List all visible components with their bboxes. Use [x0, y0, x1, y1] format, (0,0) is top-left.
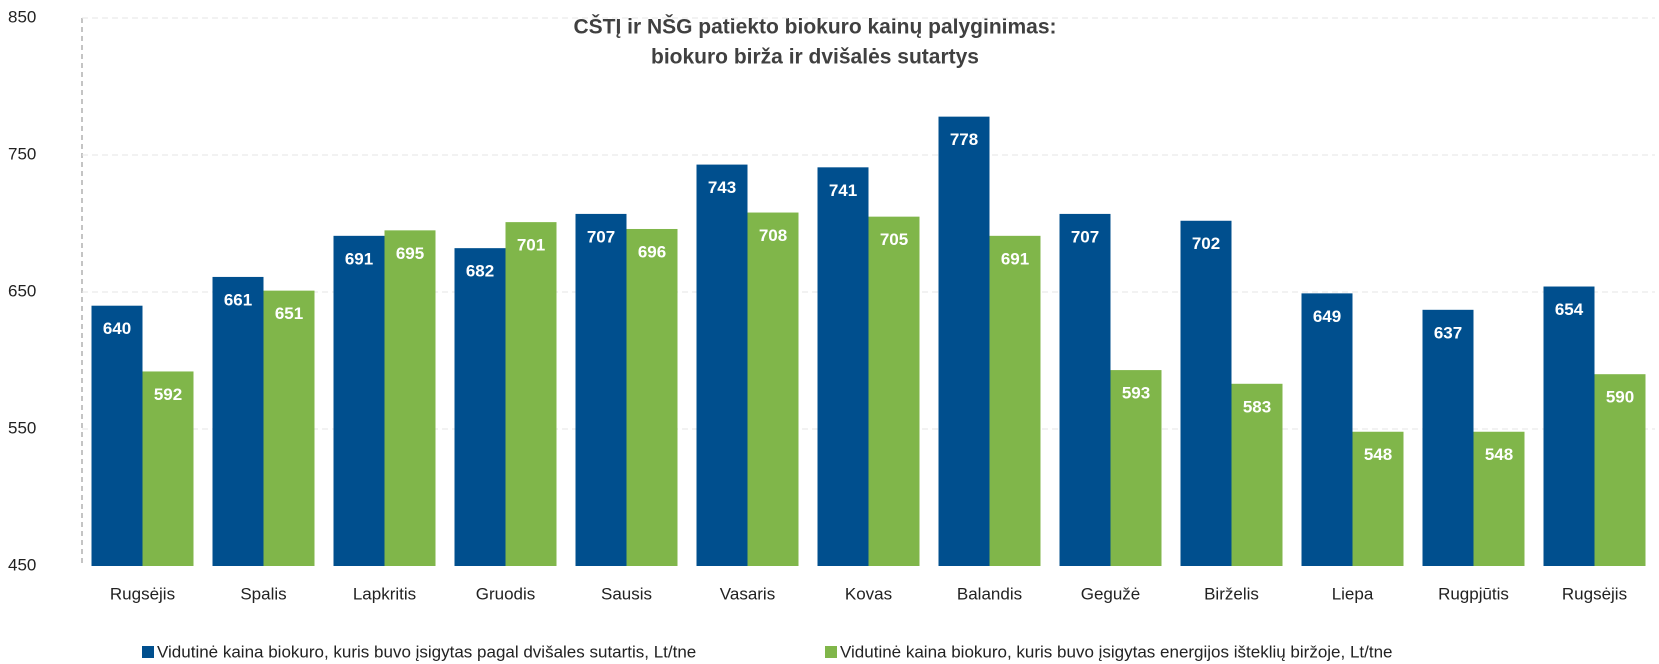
value-label: 702: [1192, 234, 1220, 253]
bar: [505, 222, 557, 566]
bar: [575, 213, 627, 566]
value-label: 590: [1606, 388, 1634, 407]
x-tick-label: Lapkritis: [353, 584, 416, 603]
x-tick-label: Gegužė: [1081, 584, 1141, 603]
bar: [333, 235, 385, 566]
x-tick-label: Sausis: [601, 584, 652, 603]
bar: [1422, 309, 1474, 566]
chart-subtitle: biokuro birža ir dvišalės sutartys: [651, 46, 979, 69]
y-tick-label: 850: [8, 7, 36, 26]
value-label: 708: [759, 226, 787, 245]
x-tick-label: Liepa: [1332, 584, 1374, 603]
bar: [868, 216, 920, 566]
x-tick-label: Balandis: [957, 584, 1022, 603]
y-tick-label: 750: [8, 144, 36, 163]
bar: [1180, 220, 1232, 566]
value-label: 548: [1364, 445, 1392, 464]
legend-label: Vidutinė kaina biokuro, kuris buvo įsigy…: [157, 642, 696, 661]
value-label: 651: [275, 304, 303, 323]
x-tick-label: Rugsėjis: [110, 584, 175, 603]
bar: [384, 230, 436, 566]
value-label: 637: [1434, 323, 1462, 342]
x-tick-label: Gruodis: [476, 584, 536, 603]
value-label: 640: [103, 319, 131, 338]
y-tick-label: 550: [8, 418, 36, 437]
value-label: 696: [638, 242, 666, 261]
x-tick-label: Vasaris: [720, 584, 775, 603]
bar: [1473, 431, 1525, 566]
value-label: 695: [396, 244, 424, 263]
legend-label: Vidutinė kaina biokuro, kuris buvo įsigy…: [840, 642, 1392, 661]
y-tick-label: 650: [8, 281, 36, 300]
bar: [142, 371, 194, 566]
value-label: 682: [466, 262, 494, 281]
value-label: 701: [517, 236, 545, 255]
legend-swatch: [142, 646, 154, 658]
value-label: 691: [345, 249, 373, 268]
value-label: 741: [829, 181, 857, 200]
bar: [1110, 370, 1162, 566]
bar: [696, 164, 748, 566]
bar: [454, 248, 506, 566]
legend-swatch: [825, 646, 837, 658]
x-tick-label: Rugsėjis: [1562, 584, 1627, 603]
value-label: 593: [1122, 384, 1150, 403]
value-label: 583: [1243, 397, 1271, 416]
value-label: 691: [1001, 249, 1029, 268]
y-tick-label: 450: [8, 555, 36, 574]
value-label: 661: [224, 290, 252, 309]
bar: [1059, 213, 1111, 566]
bar: [1231, 383, 1283, 566]
bar: [91, 305, 143, 566]
bar: [1543, 286, 1595, 566]
value-label: 654: [1555, 300, 1584, 319]
bar: [1301, 293, 1353, 566]
x-tick-label: Kovas: [845, 584, 892, 603]
x-tick-label: Rugpjūtis: [1438, 584, 1509, 603]
x-tick-label: Birželis: [1204, 584, 1259, 603]
bar: [747, 212, 799, 567]
bar: [938, 116, 990, 566]
value-label: 707: [587, 227, 615, 246]
value-label: 707: [1071, 227, 1099, 246]
value-label: 705: [880, 230, 908, 249]
bar: [212, 276, 264, 566]
bar: [263, 290, 315, 566]
bar: [817, 167, 869, 566]
value-label: 743: [708, 178, 736, 197]
x-tick-label: Spalis: [240, 584, 286, 603]
bar: [1594, 374, 1646, 566]
value-label: 592: [154, 385, 182, 404]
chart-title: CŠTĮ ir NŠG patiekto biokuro kainų palyg…: [573, 15, 1056, 39]
bar: [989, 235, 1041, 566]
value-label: 548: [1485, 445, 1513, 464]
bar: [1352, 431, 1404, 566]
value-label: 649: [1313, 307, 1341, 326]
value-label: 778: [950, 130, 978, 149]
bar: [626, 228, 678, 567]
